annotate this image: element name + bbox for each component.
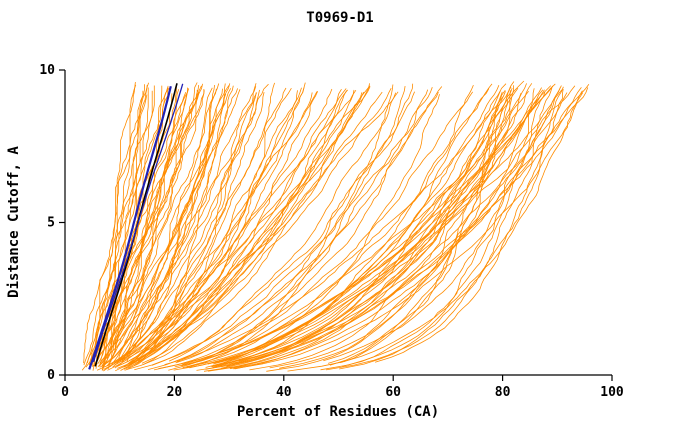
model-curve	[116, 87, 292, 367]
model-curve	[326, 86, 564, 371]
blue-model-1-curve	[88, 86, 172, 370]
model-curve	[207, 85, 576, 365]
model-curve	[211, 83, 507, 368]
model-curve	[175, 89, 429, 364]
model-curve	[87, 84, 137, 364]
model-curve	[176, 83, 414, 363]
model-curve	[99, 85, 230, 364]
y-axis-label: Distance Cutoff, A	[6, 146, 22, 298]
model-curve	[174, 83, 556, 368]
model-curve	[108, 85, 202, 369]
model-curve	[168, 91, 439, 371]
model-curve	[228, 95, 542, 365]
model-curve	[323, 87, 561, 362]
model-curve	[112, 93, 227, 368]
model-curve	[118, 88, 347, 363]
model-curve	[287, 92, 583, 372]
model-curve	[341, 88, 535, 367]
model-curve	[207, 87, 513, 372]
model-curve	[214, 88, 490, 368]
model-curve	[205, 81, 515, 370]
model-curve	[115, 87, 302, 372]
model-curve	[269, 89, 544, 369]
model-curve	[109, 88, 223, 368]
model-curve	[374, 88, 564, 363]
model-curve	[186, 83, 493, 368]
model-curve	[210, 87, 519, 367]
y-tick-label: 10	[39, 63, 55, 78]
model-curve	[151, 87, 433, 366]
chart-title: T0969-D1	[306, 10, 373, 26]
model-curve	[106, 83, 231, 367]
model-curve	[320, 91, 546, 371]
model-curve	[130, 85, 234, 365]
model-curve	[164, 91, 506, 365]
model-curve	[101, 89, 198, 369]
model-curve	[143, 91, 319, 365]
model-curve	[147, 86, 443, 370]
model-curve	[266, 92, 522, 372]
model-curve	[340, 94, 512, 364]
y-tick-label: 0	[47, 368, 55, 383]
x-tick-label: 0	[61, 385, 69, 400]
x-tick-label: 60	[385, 385, 401, 400]
model-curve	[110, 92, 258, 362]
model-curve	[120, 82, 306, 371]
model-curve	[186, 84, 394, 368]
model-curve	[188, 86, 406, 365]
model-curve	[234, 95, 504, 370]
model-curve	[279, 85, 514, 369]
model-curve	[203, 83, 527, 372]
model-curve	[96, 87, 305, 371]
model-curve	[173, 86, 553, 371]
model-curve	[329, 91, 503, 366]
model-curve	[123, 86, 257, 370]
model-curve	[327, 90, 511, 364]
curves-layer	[81, 80, 590, 372]
model-curve	[116, 89, 241, 363]
model-curve	[92, 88, 217, 368]
model-curve	[93, 85, 163, 364]
model-curve	[127, 91, 383, 366]
model-curve	[141, 89, 349, 364]
x-tick-label: 20	[167, 385, 183, 400]
axes-layer: 0 20 40 60 80 100 0 5 10	[39, 63, 624, 400]
model-curve	[339, 85, 553, 370]
model-curve	[121, 88, 232, 362]
model-curve	[126, 85, 371, 370]
model-curve	[83, 82, 136, 366]
model-curve	[103, 87, 287, 372]
model-curve	[113, 89, 260, 364]
model-curve	[102, 87, 149, 371]
model-curve	[124, 91, 365, 371]
model-curve	[101, 88, 190, 367]
model-curve	[109, 90, 205, 364]
x-axis-label: Percent of Residues (CA)	[237, 404, 439, 420]
y-tick-label: 5	[47, 216, 55, 231]
model-curve	[100, 88, 238, 362]
blue-model-2-curve	[92, 83, 184, 363]
model-curve	[158, 85, 552, 370]
model-curve	[168, 92, 397, 362]
model-curve	[220, 89, 506, 369]
model-curve	[249, 86, 512, 371]
x-tick-label: 40	[276, 385, 292, 400]
x-tick-label: 80	[495, 385, 511, 400]
model-curve	[102, 94, 188, 368]
model-curve	[229, 85, 562, 370]
model-curve	[133, 92, 257, 367]
x-tick-label: 100	[600, 385, 624, 400]
